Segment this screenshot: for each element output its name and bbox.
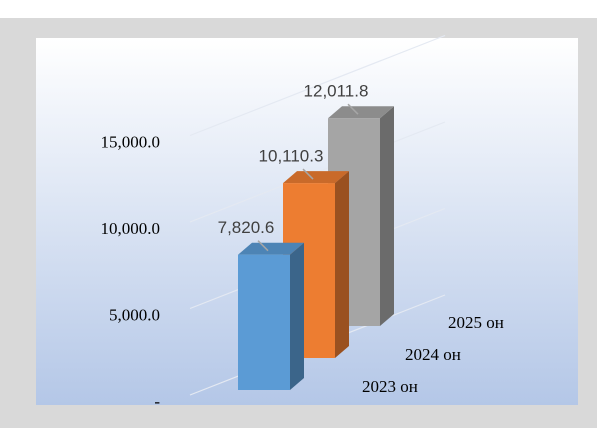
x-tick-label: 2025 он — [448, 313, 504, 332]
bar-top — [238, 242, 304, 255]
bar-top — [283, 171, 349, 184]
x-tick-label: 2024 он — [405, 345, 461, 364]
y-tick-label: 15,000.0 — [101, 132, 161, 151]
bar-side — [290, 242, 304, 390]
value-label: 12,011.8 — [304, 82, 369, 101]
y-tick-label: 5,000.0 — [109, 305, 160, 324]
grid-line — [189, 34, 446, 137]
value-label: 10,110.3 — [259, 147, 324, 166]
bar-side — [380, 106, 394, 326]
leader-line — [257, 240, 269, 252]
value-label: 7,820.6 — [218, 218, 275, 237]
x-tick-label: 2023 он — [362, 377, 418, 396]
bar — [238, 254, 290, 390]
bar-side — [335, 171, 349, 358]
bar-top — [328, 106, 394, 119]
leader-line — [347, 103, 359, 115]
y-tick-label: 10,000.0 — [101, 219, 161, 238]
y-tick-label: - — [154, 392, 160, 411]
leader-line — [302, 168, 314, 180]
